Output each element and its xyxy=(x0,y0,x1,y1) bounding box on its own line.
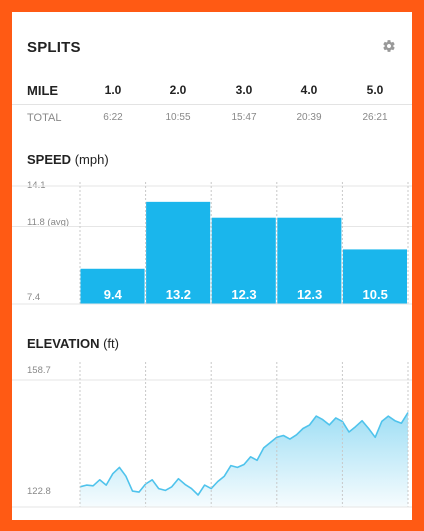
elevation-y-min-label: 122.8 xyxy=(27,486,51,497)
speed-bar-label: 10.5 xyxy=(363,287,388,302)
mile-row-label: MILE xyxy=(27,83,59,98)
speed-bar xyxy=(277,217,342,304)
speed-bar xyxy=(211,217,276,304)
mile-value: 2.0 xyxy=(169,83,187,97)
speed-bar-label: 12.3 xyxy=(231,287,256,302)
speed-bar xyxy=(342,249,407,304)
splits-card: SPLITS MILE TOTAL 1.0 2.0 3.0 4.0 5.0 6:… xyxy=(12,12,412,520)
elevation-y-max-label: 158.7 xyxy=(27,365,51,376)
gear-icon[interactable] xyxy=(382,39,396,53)
total-time-value: 6:22 xyxy=(103,112,123,123)
speed-y-min-label: 7.4 xyxy=(27,292,41,303)
elevation-area-chart xyxy=(12,362,412,508)
mile-value: 3.0 xyxy=(235,83,253,97)
total-time-value: 20:39 xyxy=(296,112,322,123)
row-divider xyxy=(12,104,412,105)
elevation-unit: (ft) xyxy=(103,336,119,351)
total-row-label: TOTAL xyxy=(27,112,62,124)
speed-title: SPEED xyxy=(27,152,72,167)
speed-bar-chart: 9.4 13.2 12.3 12.3 10.5 xyxy=(12,182,412,305)
total-time-value: 15:47 xyxy=(231,112,257,123)
speed-y-avg-label: 11.8 (avg) xyxy=(27,217,70,228)
elevation-line xyxy=(79,412,409,496)
total-time-value: 26:21 xyxy=(362,112,388,123)
speed-unit: (mph) xyxy=(74,152,109,167)
elevation-area xyxy=(80,412,408,507)
mile-value: 4.0 xyxy=(300,83,318,97)
speed-bar xyxy=(80,268,145,304)
speed-bar-label: 13.2 xyxy=(166,287,191,302)
speed-bar-label: 12.3 xyxy=(297,287,322,302)
total-time-value: 10:55 xyxy=(165,112,191,123)
mile-value: 1.0 xyxy=(104,83,122,97)
mile-value: 5.0 xyxy=(366,83,384,97)
splits-title: SPLITS xyxy=(27,39,81,56)
speed-section-title: SPEED (mph) xyxy=(27,152,109,167)
speed-bar-label: 9.4 xyxy=(104,287,123,302)
speed-bar xyxy=(146,201,211,304)
elevation-title: ELEVATION xyxy=(27,336,100,351)
elevation-section-title: ELEVATION (ft) xyxy=(27,336,119,351)
